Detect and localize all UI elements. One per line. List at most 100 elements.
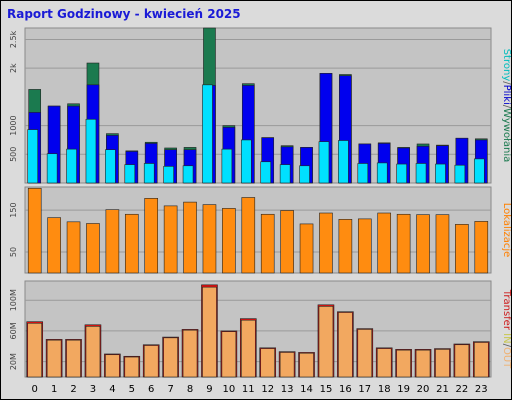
bar-traffic-out: [85, 326, 101, 378]
y-tick-label: 1000: [9, 115, 18, 135]
bar-traffic-out: [27, 322, 43, 378]
bar-traffic-out: [415, 349, 431, 378]
bar-traffic-out: [357, 329, 373, 378]
x-tick-label: 16: [339, 384, 352, 395]
bar-hits-strony: [454, 164, 466, 184]
bar-hits-strony: [279, 164, 291, 184]
x-tick-label: 8: [187, 384, 193, 395]
bar-hits-strony: [124, 164, 136, 184]
x-tick-label: 10: [223, 384, 236, 395]
x-tick-label: 6: [148, 384, 154, 395]
bar-traffic-out: [299, 352, 314, 378]
legend-entry: Strony: [501, 49, 511, 82]
bar-hits-strony: [396, 163, 407, 184]
x-tick-label: 15: [320, 384, 333, 395]
bar-visits-lokalizacje: [455, 224, 469, 274]
bar-hits-strony: [260, 161, 272, 184]
bar-hits-strony: [85, 118, 97, 184]
x-tick-label: 19: [397, 384, 410, 395]
legend-entry: OUT: [501, 347, 511, 369]
bar-visits-lokalizacje: [47, 217, 61, 274]
bar-traffic-out: [66, 339, 81, 378]
legend-entry: IN: [501, 333, 511, 343]
bar-hits-strony: [299, 165, 310, 184]
bar-visits-lokalizacje: [338, 219, 353, 274]
legend-hits: Strony/Pliki/Wywołania: [501, 49, 511, 163]
bar-traffic-out: [202, 286, 217, 378]
bar-traffic-out: [318, 306, 334, 378]
x-tick-label: 23: [475, 384, 488, 395]
x-tick-label: 1: [51, 384, 57, 395]
legend-entry: /: [501, 105, 511, 109]
y-tick-label: 60M: [9, 322, 18, 339]
bar-hits-strony: [163, 166, 174, 184]
x-tick-label: 0: [32, 384, 38, 395]
bar-visits-lokalizacje: [144, 198, 159, 274]
bar-traffic-out: [124, 356, 140, 378]
x-tick-label: 12: [261, 384, 274, 395]
legend-traffic: Transfer IN/OUT: [501, 289, 511, 369]
x-tick-label: 18: [378, 384, 391, 395]
bar-hits-strony: [143, 163, 155, 184]
bar-traffic-out: [221, 331, 237, 378]
bar-visits-lokalizacje: [280, 210, 294, 274]
bar-hits-strony: [182, 165, 194, 184]
x-tick-label: 4: [109, 384, 115, 395]
bar-traffic-out: [473, 342, 489, 378]
bar-hits-strony: [240, 139, 252, 184]
bar-traffic-out: [105, 354, 120, 378]
bar-traffic-out: [143, 345, 159, 378]
bar-hits-strony: [435, 163, 446, 184]
bar-visits-lokalizacje: [435, 214, 450, 274]
y-tick-label: 2.5k: [9, 30, 18, 48]
y-tick-label: 20M: [9, 353, 18, 370]
y-tick-label: 50: [9, 247, 18, 257]
bar-visits-lokalizacje: [27, 187, 42, 274]
bar-hits-strony: [415, 163, 427, 184]
bar-traffic-out: [182, 329, 198, 378]
bar-hits-strony: [27, 129, 39, 184]
bar-visits-lokalizacje: [222, 208, 236, 274]
bar-traffic-out: [376, 348, 392, 378]
bar-visits-lokalizacje: [260, 213, 275, 274]
legend-entry: /: [501, 81, 511, 85]
bar-visits-lokalizacje: [299, 223, 314, 274]
bar-hits-strony: [357, 163, 369, 184]
bar-hits-strony: [221, 148, 233, 184]
bar-visits-lokalizacje: [124, 213, 139, 274]
bar-visits-lokalizacje: [474, 221, 489, 274]
x-tick-label: 2: [70, 384, 76, 395]
legend-entry: /: [501, 344, 511, 348]
bar-visits-lokalizacje: [357, 218, 372, 274]
legend-entry: Pliki: [501, 85, 511, 105]
legend-entry: Transfer: [501, 289, 511, 331]
bar-hits-strony: [46, 153, 58, 184]
bar-visits-lokalizacje: [377, 212, 392, 274]
x-tick-label: 13: [281, 384, 294, 395]
bar-visits-lokalizacje: [396, 213, 411, 274]
bar-traffic-out: [163, 337, 178, 378]
bar-traffic-out: [396, 349, 411, 378]
bar-visits-lokalizacje: [319, 212, 333, 274]
bar-hits-strony: [66, 148, 77, 184]
bar-visits-lokalizacje: [241, 197, 256, 274]
bar-visits-lokalizacje: [163, 205, 178, 274]
page-title: Raport Godzinowy - kwiecień 2025: [7, 7, 241, 21]
bar-hits-strony: [338, 140, 349, 184]
bar-visits-lokalizacje: [202, 204, 217, 274]
bar-visits-lokalizacje: [416, 214, 430, 274]
y-tick-label: 100M: [9, 289, 18, 311]
plot-area-traffic: [24, 280, 492, 378]
y-tick-label: 2k: [9, 63, 18, 73]
bar-visits-lokalizacje: [66, 221, 81, 274]
bar-hits-strony: [105, 149, 116, 184]
bar-traffic-out: [279, 352, 295, 378]
bar-visits-lokalizacje: [183, 201, 197, 274]
x-tick-label: 3: [90, 384, 96, 395]
bar-hits-strony: [318, 141, 330, 184]
legend-entry: Lokalizacje: [501, 203, 511, 258]
x-tick-label: 7: [167, 384, 173, 395]
y-tick-label: 150: [9, 202, 18, 217]
